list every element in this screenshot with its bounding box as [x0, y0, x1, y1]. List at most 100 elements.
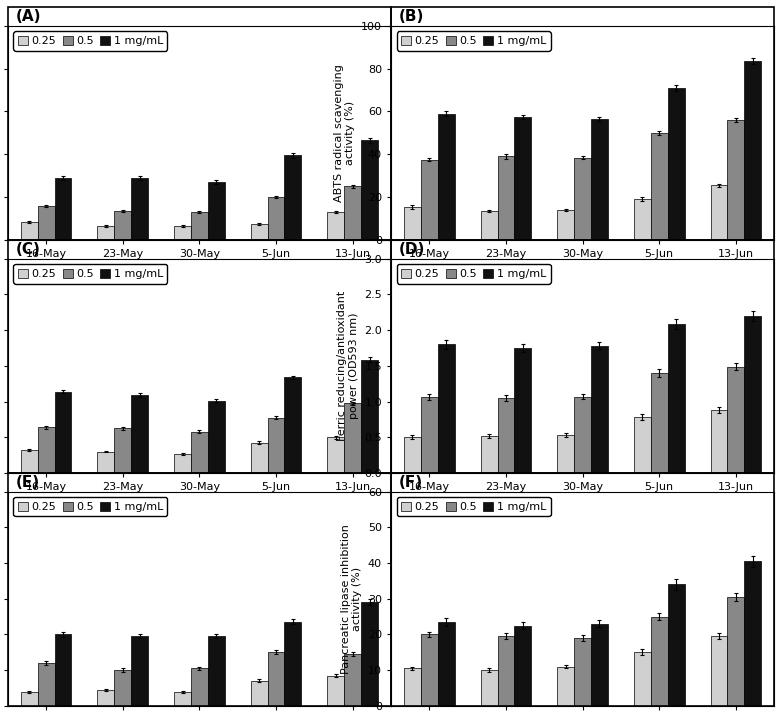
Bar	[574, 396, 591, 473]
X-axis label: Harvest times (Date): Harvest times (Date)	[134, 265, 265, 275]
X-axis label: Harvest times (Date): Harvest times (Date)	[517, 498, 648, 508]
Bar	[481, 211, 497, 240]
Bar	[591, 624, 608, 706]
Bar	[497, 156, 515, 240]
X-axis label: Harvest times (Date): Harvest times (Date)	[517, 265, 648, 275]
Bar	[438, 113, 454, 240]
Y-axis label: ABTS radical scavenging
activity (%): ABTS radical scavenging activity (%)	[334, 64, 355, 202]
Bar	[651, 617, 668, 706]
Bar	[285, 155, 301, 240]
Bar	[174, 226, 191, 240]
Bar	[251, 443, 267, 473]
Bar	[131, 395, 148, 473]
Bar	[404, 207, 421, 240]
Bar	[174, 692, 191, 706]
Bar	[174, 454, 191, 473]
Bar	[558, 210, 574, 240]
Bar	[114, 211, 131, 240]
Bar	[361, 140, 378, 240]
Bar	[267, 198, 285, 240]
Bar	[744, 61, 761, 240]
Bar	[515, 117, 531, 240]
Bar	[421, 635, 438, 706]
Bar	[114, 429, 131, 473]
Bar	[344, 654, 361, 706]
Text: (C): (C)	[16, 242, 41, 257]
Bar	[55, 391, 71, 473]
Bar	[361, 602, 378, 706]
Bar	[208, 183, 224, 240]
Bar	[651, 133, 668, 240]
Bar	[404, 668, 421, 706]
Bar	[711, 636, 727, 706]
Bar	[21, 222, 38, 240]
Bar	[497, 636, 515, 706]
Bar	[711, 185, 727, 240]
Bar	[421, 397, 438, 473]
Bar	[131, 178, 148, 240]
Bar	[131, 636, 148, 706]
Bar	[727, 120, 744, 240]
Bar	[191, 212, 208, 240]
Bar	[574, 158, 591, 240]
Bar	[328, 212, 344, 240]
Bar	[744, 561, 761, 706]
Bar	[651, 373, 668, 473]
Bar	[208, 636, 224, 706]
Bar	[21, 692, 38, 706]
X-axis label: Harvest times (Date): Harvest times (Date)	[134, 498, 265, 508]
Bar	[98, 451, 114, 473]
Bar	[38, 206, 55, 240]
Bar	[55, 635, 71, 706]
Bar	[668, 88, 684, 240]
Bar	[285, 622, 301, 706]
Bar	[191, 668, 208, 706]
Y-axis label: Pancreatic lipase inhibition
activity (%): Pancreatic lipase inhibition activity (%…	[341, 524, 362, 674]
Legend: 0.25, 0.5, 1 mg/mL: 0.25, 0.5, 1 mg/mL	[396, 265, 551, 284]
Bar	[328, 675, 344, 706]
Bar	[208, 401, 224, 473]
Text: (D): (D)	[399, 242, 425, 257]
Bar	[515, 625, 531, 706]
Bar	[558, 667, 574, 706]
Bar	[727, 597, 744, 706]
Bar	[38, 427, 55, 473]
Bar	[574, 638, 591, 706]
Bar	[191, 432, 208, 473]
Bar	[251, 224, 267, 240]
Bar	[251, 681, 267, 706]
Text: (E): (E)	[16, 475, 40, 490]
Bar	[515, 348, 531, 473]
Bar	[634, 652, 651, 706]
Text: (B): (B)	[399, 9, 424, 24]
Bar	[744, 316, 761, 473]
Bar	[114, 670, 131, 706]
Bar	[438, 622, 454, 706]
Bar	[421, 160, 438, 240]
Bar	[558, 435, 574, 473]
Bar	[481, 670, 497, 706]
Bar	[267, 652, 285, 706]
Bar	[267, 418, 285, 473]
Bar	[497, 398, 515, 473]
Legend: 0.25, 0.5, 1 mg/mL: 0.25, 0.5, 1 mg/mL	[396, 31, 551, 51]
Bar	[591, 119, 608, 240]
Bar	[727, 366, 744, 473]
Bar	[481, 436, 497, 473]
Bar	[55, 178, 71, 240]
Bar	[591, 346, 608, 473]
Legend: 0.25, 0.5, 1 mg/mL: 0.25, 0.5, 1 mg/mL	[396, 497, 551, 516]
Bar	[285, 377, 301, 473]
Text: (F): (F)	[399, 475, 423, 490]
Bar	[668, 324, 684, 473]
Bar	[344, 187, 361, 240]
Legend: 0.25, 0.5, 1 mg/mL: 0.25, 0.5, 1 mg/mL	[13, 265, 167, 284]
Bar	[328, 437, 344, 473]
Bar	[404, 437, 421, 473]
Bar	[438, 344, 454, 473]
Bar	[98, 689, 114, 706]
Bar	[38, 663, 55, 706]
Text: (A): (A)	[16, 9, 41, 24]
Bar	[344, 404, 361, 473]
Bar	[634, 200, 651, 240]
